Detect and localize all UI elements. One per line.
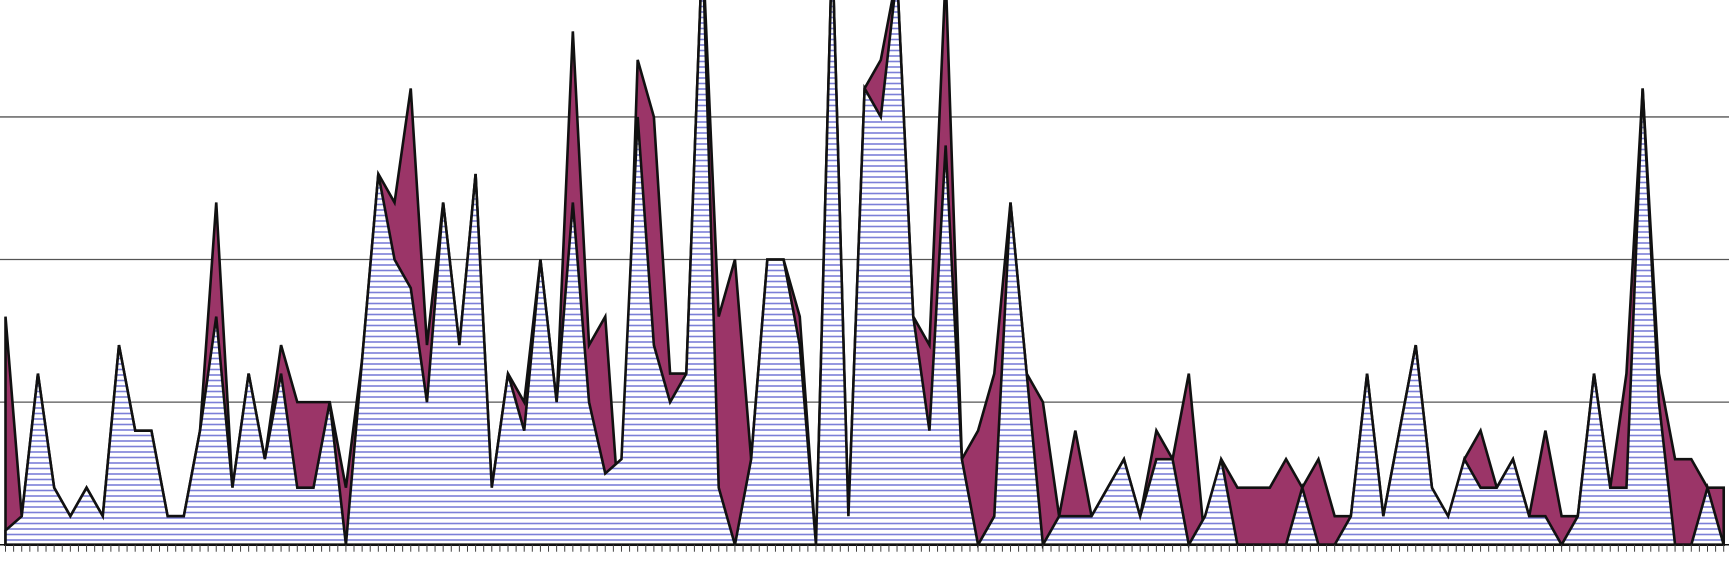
area-series bbox=[4, 0, 1726, 549]
plot-area bbox=[4, 0, 1726, 549]
